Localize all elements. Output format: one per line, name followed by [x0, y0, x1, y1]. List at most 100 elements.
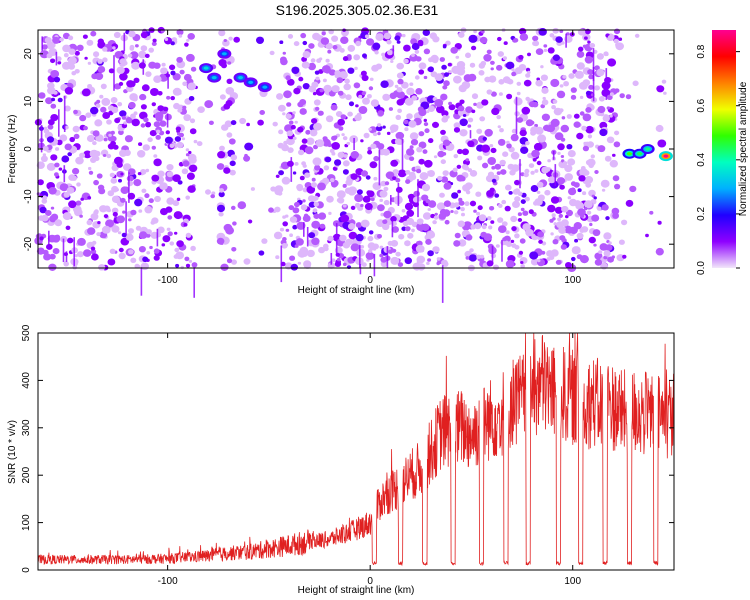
snr-frame: [37, 332, 675, 571]
heatmap-cell: [536, 160, 542, 166]
heatmap-cell: [361, 262, 367, 267]
heatmap-cell: [406, 87, 415, 96]
snr-y-tick-label: 200: [21, 466, 32, 483]
heatmap-cell: [229, 169, 236, 176]
heatmap-cell: [490, 220, 495, 224]
heatmap-cell: [360, 70, 367, 77]
heatmap-cell: [415, 244, 425, 253]
heatmap-cell: [153, 248, 160, 254]
heatmap-cell: [144, 193, 150, 199]
heatmap-cell: [510, 215, 518, 223]
heatmap-cell: [402, 220, 409, 227]
heatmap-cell: [159, 182, 168, 191]
heatmap-cell: [427, 250, 434, 257]
heatmap-cell: [123, 121, 127, 125]
heatmap-cell: [557, 217, 562, 222]
heatmap-cell: [442, 45, 447, 49]
heatmap-streak: [386, 246, 389, 269]
heatmap-cell: [368, 249, 373, 253]
heatmap-cell: [456, 67, 466, 76]
heatmap-cell: [331, 35, 339, 42]
heatmap-cell: [564, 173, 573, 181]
heatmap-cell: [589, 43, 596, 48]
heatmap-cell: [517, 218, 523, 222]
heatmap-cell: [442, 114, 447, 119]
heatmap-hotspot-core: [248, 80, 254, 84]
heatmap-cell: [532, 40, 540, 47]
heatmap-cell: [132, 96, 138, 102]
heatmap-cell: [321, 65, 331, 74]
heatmap-cell: [332, 166, 338, 171]
heatmap-cell: [145, 71, 152, 77]
heatmap-cell: [582, 145, 590, 152]
heatmap-cell: [53, 76, 61, 83]
heatmap-cell: [599, 128, 608, 137]
heatmap-cell: [138, 50, 147, 59]
heatmap-cell: [546, 168, 551, 172]
heatmap-cell: [505, 260, 515, 268]
heatmap-cell: [297, 261, 302, 265]
heatmap-cell: [392, 176, 397, 181]
heatmap-cell: [465, 234, 473, 241]
heatmap-cell: [47, 124, 54, 130]
heatmap-hotspot-core: [637, 152, 643, 156]
heatmap-cell: [465, 158, 470, 162]
heatmap-cell: [142, 144, 150, 151]
heatmap-cell: [390, 240, 399, 247]
heatmap-cell: [135, 225, 142, 231]
heatmap-cell: [426, 261, 430, 265]
heatmap-cell: [365, 175, 371, 180]
heatmap-cell: [355, 40, 362, 47]
heatmap-cell: [74, 254, 78, 258]
heatmap-cell: [546, 124, 556, 133]
heatmap-cell: [361, 170, 368, 177]
heatmap-cell: [395, 178, 401, 183]
heatmap-cell: [427, 208, 431, 211]
heatmap-cell: [469, 170, 478, 177]
heatmap-cell: [187, 153, 197, 162]
heatmap-cell: [404, 240, 411, 247]
heatmap-cell: [145, 168, 150, 173]
heatmap-cell: [491, 178, 497, 183]
heatmap-cell: [502, 151, 509, 157]
heatmap-cell: [173, 211, 183, 220]
heatmap-cell: [379, 245, 384, 249]
heatmap-cell: [350, 151, 359, 159]
heatmap-cell: [369, 161, 378, 169]
heatmap-cell: [604, 77, 612, 84]
heatmap-cell: [408, 120, 417, 128]
heatmap-cell: [356, 248, 366, 257]
heatmap-cell: [530, 185, 539, 192]
heatmap-cell: [479, 36, 488, 44]
heatmap-cell: [511, 226, 517, 232]
heatmap-cell: [312, 32, 321, 41]
heatmap-cell: [182, 105, 187, 110]
heatmap-cell: [342, 262, 347, 267]
heatmap-cell: [169, 143, 175, 149]
heatmap-cell: [231, 205, 236, 210]
heatmap-cell: [377, 132, 381, 136]
heatmap-cell: [343, 154, 348, 158]
heatmap-cell: [606, 136, 615, 144]
heatmap-cell: [566, 209, 573, 216]
heatmap-cell: [453, 75, 462, 84]
heatmap-cell: [131, 118, 140, 127]
heatmap-cell: [131, 61, 141, 70]
heatmap-cell: [395, 131, 405, 140]
heatmap-cell: [394, 138, 402, 145]
heatmap-cell: [324, 156, 332, 163]
heatmap-cell: [541, 241, 547, 246]
heatmap-cell: [429, 32, 437, 40]
heatmap-cell: [514, 179, 520, 186]
heatmap-cell: [538, 28, 547, 36]
heatmap-cell: [390, 216, 397, 222]
heatmap-cell: [315, 76, 320, 81]
heatmap-cell: [278, 129, 284, 135]
heatmap-cell: [391, 226, 399, 233]
heatmap-cell: [342, 204, 347, 208]
heatmap-streak: [125, 201, 127, 235]
heatmap-cell: [614, 130, 620, 136]
heatmap-cell: [333, 135, 338, 140]
heatmap-cell: [90, 106, 99, 115]
heatmap-cell: [439, 192, 445, 198]
